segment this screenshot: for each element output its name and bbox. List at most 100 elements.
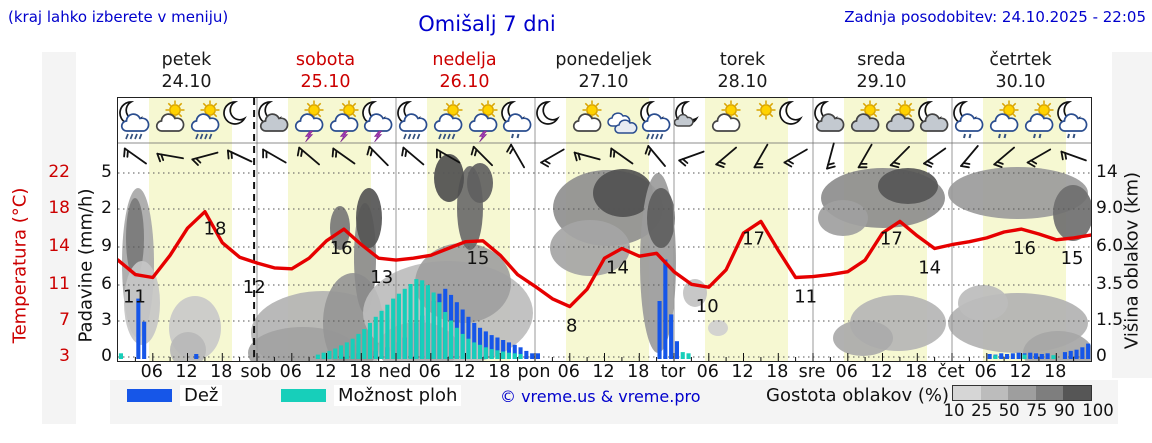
hour-label: 06 — [835, 362, 858, 382]
svg-text:10: 10 — [696, 296, 719, 317]
cloud-scale-tick: 90 — [1053, 401, 1075, 420]
hour-label: 18 — [627, 362, 650, 382]
day-name: sobota — [295, 50, 356, 70]
day-header-petek: petek 24.10 — [117, 50, 256, 96]
weather-icon-moon — [778, 100, 812, 142]
last-update: Zadnja posodobitev: 24.10.2025 - 22:05 — [844, 8, 1146, 26]
day-date: 29.10 — [856, 71, 907, 92]
weather-icon-moon-cloudsmall — [673, 100, 708, 142]
day-name: petek — [161, 50, 212, 70]
cloud-scale-tick: 75 — [1026, 401, 1048, 420]
cloud-scale-segment — [980, 386, 1009, 400]
plot-area: 11 18 12 16 13 15 8 14 10 17 11 17 14 16 15 — [117, 97, 1092, 362]
temp-tick: 7 — [59, 310, 70, 330]
day-header-ponedeljek: ponedeljek 27.10 — [534, 50, 673, 96]
svg-text:18: 18 — [204, 219, 227, 240]
precip-tick: 6 — [101, 274, 112, 294]
svg-text:11: 11 — [123, 287, 146, 308]
day-abbrev-label: čet — [937, 362, 965, 382]
temp-tick: 22 — [48, 162, 70, 182]
temperature-labels: 11 18 12 16 13 15 8 14 10 17 11 17 14 16 15 — [123, 219, 1084, 337]
svg-text:8: 8 — [566, 316, 577, 337]
showers-legend-label: Možnost ploh — [334, 385, 462, 406]
weather-icon-sun-cloud-drizzle — [987, 100, 1021, 142]
weather-icon-moon-cloud-rain — [396, 100, 430, 142]
weather-icon-clouds — [605, 100, 639, 142]
svg-text:16: 16 — [1013, 238, 1036, 259]
svg-text:15: 15 — [1061, 248, 1084, 269]
temp-tick: 14 — [48, 236, 70, 256]
cloud-height-axis-title: Višina oblakov (km) — [1121, 171, 1143, 350]
hour-label: 18 — [210, 362, 233, 382]
weather-icon-sun-cloud-rain — [431, 100, 465, 142]
cloud-scale-tick: 50 — [998, 401, 1020, 420]
hour-label: 06 — [696, 362, 719, 382]
weather-icon-moon — [535, 100, 569, 142]
wind-barbs — [123, 142, 1087, 170]
rain-legend-label: Dež — [180, 385, 223, 406]
cloud-height-tick: 6.0 — [1096, 236, 1124, 256]
svg-text:15: 15 — [466, 248, 489, 269]
hour-label: 12 — [175, 362, 198, 382]
hour-label: 18 — [766, 362, 789, 382]
day-abbrev-label: ned — [378, 362, 412, 382]
day-date: 25.10 — [300, 71, 351, 92]
svg-text:17: 17 — [880, 228, 903, 249]
day-header-sreda: sreda 29.10 — [812, 50, 951, 96]
showers-legend-swatch — [281, 389, 326, 402]
weather-icon-moon-cloud — [257, 100, 291, 142]
weather-icon-sun-cloud-rain — [188, 100, 222, 142]
cloud-density-label: Gostota oblakov (%) — [766, 385, 950, 406]
svg-text:11: 11 — [794, 287, 817, 308]
day-date: 27.10 — [578, 71, 629, 92]
weather-icon-sun-cloud-storm — [292, 100, 326, 143]
svg-text:17: 17 — [742, 228, 765, 249]
hour-label: 06 — [418, 362, 441, 382]
precip-tick: 0 — [101, 346, 112, 366]
cloud-height-tick: 9.0 — [1096, 198, 1124, 218]
weather-icon-sun-cloud — [709, 100, 743, 142]
hour-label: 12 — [453, 362, 476, 382]
hour-label: 06 — [557, 362, 580, 382]
hour-label: 18 — [349, 362, 372, 382]
day-date: 30.10 — [995, 71, 1046, 92]
hour-label: 12 — [1009, 362, 1032, 382]
weather-icon-moon — [222, 100, 256, 142]
svg-text:16: 16 — [330, 238, 353, 259]
hour-label: 06 — [279, 362, 302, 382]
day-date: 26.10 — [439, 71, 490, 92]
hour-label: 18 — [1044, 362, 1067, 382]
cloud-scale-segment — [1035, 386, 1064, 400]
day-name: četrtek — [989, 50, 1052, 70]
svg-text:13: 13 — [370, 267, 393, 288]
day-name: nedelja — [432, 50, 497, 70]
weather-icon-sun — [744, 100, 778, 142]
hour-label: 06 — [974, 362, 997, 382]
hour-label: 06 — [140, 362, 163, 382]
temp-tick: 11 — [48, 274, 70, 294]
precip-tick: 2 — [101, 198, 112, 218]
footer-band — [110, 380, 1118, 424]
location-hint: (kraj lahko izberete v meniju) — [8, 8, 229, 26]
temp-tick: 18 — [48, 198, 70, 218]
day-date: 28.10 — [717, 71, 768, 92]
day-headers: petek 24.10 sobota 25.10 nedelja 26.10 ponedel… — [117, 50, 1090, 96]
cloud-height-tick: 14 — [1096, 162, 1118, 182]
hour-label: 12 — [314, 362, 337, 382]
weather-icon-sun-cloud-storm — [327, 100, 361, 143]
cloud-density-scale — [952, 385, 1092, 401]
precip-tick: 3 — [101, 310, 112, 330]
showers-bars — [118, 279, 1056, 359]
svg-text:12: 12 — [243, 277, 266, 298]
cloud-height-tick: 3.5 — [1096, 274, 1124, 294]
day-date: 24.10 — [161, 71, 212, 92]
credit-link[interactable]: © vreme.us & vreme.pro — [500, 387, 701, 406]
page-title: Omišalj 7 dni — [418, 12, 556, 36]
cloud-height-tick: 1.5 — [1096, 310, 1124, 330]
cloud-scale-tick: 100 — [1082, 401, 1114, 420]
rain-legend-swatch — [127, 389, 172, 402]
day-separators — [256, 98, 953, 361]
precip-axis-title: Padavine (mm/h) — [75, 188, 97, 343]
cloud-height-tick: 0 — [1096, 346, 1107, 366]
